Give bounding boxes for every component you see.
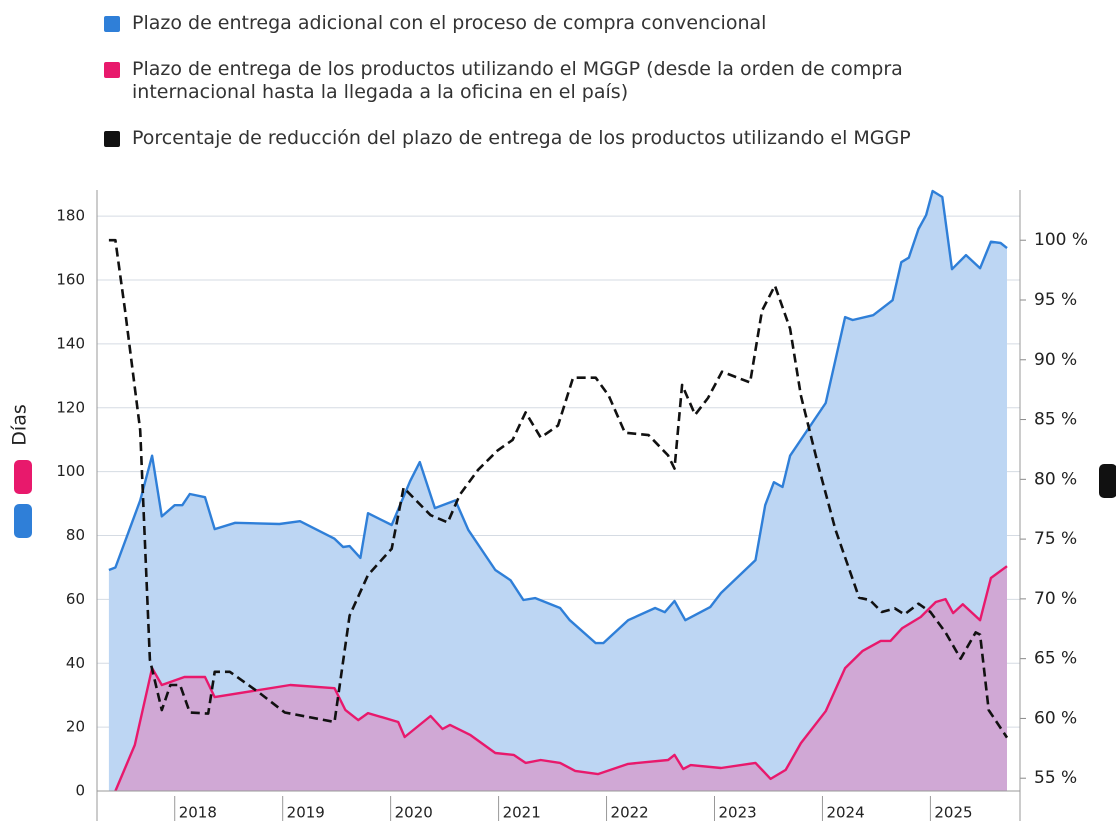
y-tick-label: 140 [56,334,85,352]
line [108,238,1009,739]
y-tick-label: 120 [56,398,85,416]
legend-swatch [104,131,120,147]
y2-tick-label: 90 % [1034,350,1077,370]
x-tick-label: 2023 [718,804,756,821]
y-tick-label: 0 [75,782,85,800]
y2-tick-label: 70 % [1034,589,1077,609]
y2-tick-label: 75 % [1034,529,1077,549]
x-tick-label: 2022 [611,804,649,821]
y2-tick-label: 100 % [1034,230,1088,250]
legend-swatch [104,16,120,32]
y-tick-label: 100 [56,462,85,480]
legend-entry: Plazo de entrega de los productos utiliz… [104,58,912,104]
legend-label: Plazo de entrega de los productos utiliz… [132,58,903,103]
y-axis-label: Días [9,404,31,445]
y2-tick-label: 65 % [1034,649,1077,669]
y2-tick-label: 95 % [1034,290,1077,310]
x-tick-label: 2020 [395,804,433,821]
y-tick-label: 80 [66,526,85,544]
area [115,566,1007,791]
legend-label: Porcentaje de reducción del plazo de ent… [132,127,911,149]
axis-color-key [1099,464,1116,498]
y-tick-label: 60 [66,590,85,608]
y-tick-label: 180 [56,207,85,225]
x-tick-label: 2025 [934,804,972,821]
legend-entry: Plazo de entrega adicional con el proces… [104,12,912,35]
x-tick-label: 2019 [287,804,325,821]
area [108,191,1007,791]
y2-tick-label: 55 % [1034,768,1077,788]
y-tick-label: 40 [66,654,85,672]
line [108,189,1008,645]
y-tick-label: 20 [66,718,85,736]
y2-tick-label: 85 % [1034,410,1077,430]
x-tick-label: 2024 [826,804,864,821]
legend-label: Plazo de entrega adicional con el proces… [132,12,767,34]
y2-tick-label: 60 % [1034,708,1077,728]
line [114,565,1008,792]
axis-color-key [14,460,32,494]
axis-color-key [14,504,32,538]
legend-entry: Porcentaje de reducción del plazo de ent… [104,127,912,150]
x-tick-label: 2021 [503,804,541,821]
y2-tick-label: 80 % [1034,469,1077,489]
y-tick-label: 160 [56,271,85,289]
legend-swatch [104,62,120,78]
x-tick-label: 2018 [179,804,217,821]
